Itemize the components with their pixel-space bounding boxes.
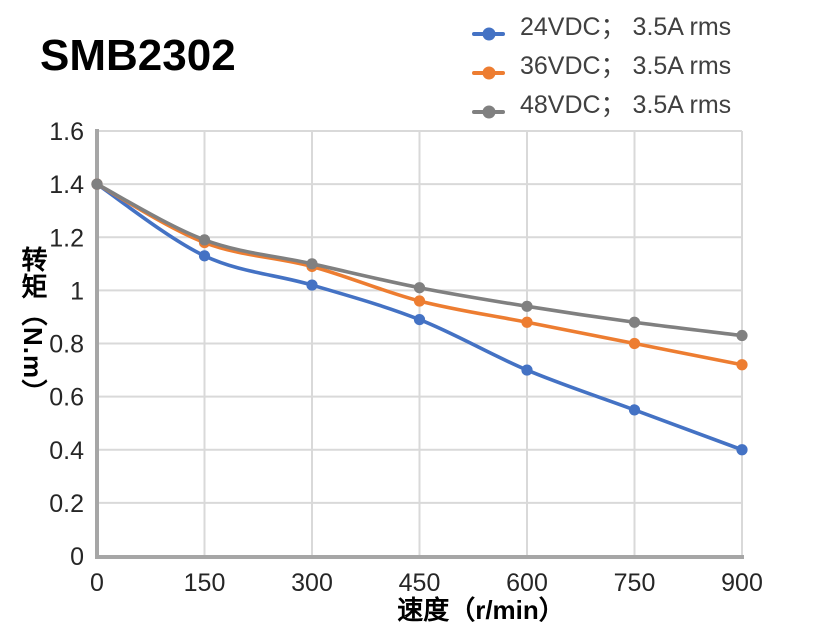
y-tick-label: 0.6 [49, 384, 84, 412]
data-point [413, 313, 426, 326]
series-48vdc35arm [91, 178, 748, 342]
axes [95, 129, 744, 559]
y-tick-label: 1.6 [49, 118, 84, 146]
data-point [198, 234, 211, 246]
legend-item-24vdc: 24VDC； 3.5A rms [472, 8, 731, 47]
legend-item-48vdc: 48VDC； 3.5A rms [472, 86, 731, 125]
x-tick-label: 600 [506, 569, 548, 597]
x-tick-label: 150 [184, 569, 226, 597]
data-point [628, 404, 641, 416]
y-tick-label: 1 [70, 277, 84, 305]
data-point [628, 337, 641, 350]
legend-label: 24VDC； 3.5A rms [520, 13, 732, 41]
y-tick-label: 0.2 [49, 490, 84, 518]
legend-dot-icon [482, 66, 495, 79]
data-point [413, 282, 426, 294]
data-point [91, 178, 103, 190]
data-point [521, 364, 533, 376]
legend-line-icon [472, 105, 505, 118]
legend-dot-icon [482, 27, 495, 40]
y-tick-label: 0 [70, 543, 84, 571]
data-point [521, 300, 533, 312]
data-point [306, 258, 318, 270]
data-point [413, 295, 426, 307]
y-tick-label: 0.8 [49, 331, 84, 359]
data-point [306, 279, 318, 291]
legend-dot-icon [482, 105, 495, 118]
data-point [736, 359, 748, 371]
legend-label: 48VDC； 3.5A rms [520, 91, 732, 119]
data-point [628, 316, 641, 328]
data-point [521, 316, 533, 328]
x-tick-label: 750 [614, 569, 656, 597]
x-tick-labels: 0 150 300 450 600 750 900 [90, 569, 763, 597]
y-tick-label: 1.2 [49, 224, 84, 252]
x-tick-label: 0 [90, 569, 104, 597]
x-tick-label: 900 [721, 569, 763, 597]
data-point [198, 250, 211, 262]
legend-line-icon [472, 27, 505, 40]
data-point [736, 444, 748, 456]
legend: 24VDC； 3.5A rms 36VDC； 3.5A rms 48VDC； 3… [472, 8, 731, 125]
legend-item-36vdc: 36VDC； 3.5A rms [472, 47, 731, 86]
y-tick-label: 0.4 [49, 437, 84, 465]
x-tick-label: 300 [291, 569, 333, 597]
y-tick-label: 1.4 [49, 171, 84, 199]
y-axis-label: 转矩（N.m） [18, 245, 48, 407]
chart-title: SMB2302 [40, 31, 236, 80]
gridlines [97, 130, 743, 556]
legend-line-icon [472, 66, 505, 79]
x-axis-label: 速度（r/min） [397, 595, 565, 625]
legend-label: 36VDC； 3.5A rms [520, 52, 732, 80]
data-point [736, 329, 748, 342]
y-tick-labels: 0 0.2 0.4 0.6 0.8 1 1.2 1.4 1.6 [49, 118, 84, 571]
x-tick-label: 450 [399, 569, 441, 597]
